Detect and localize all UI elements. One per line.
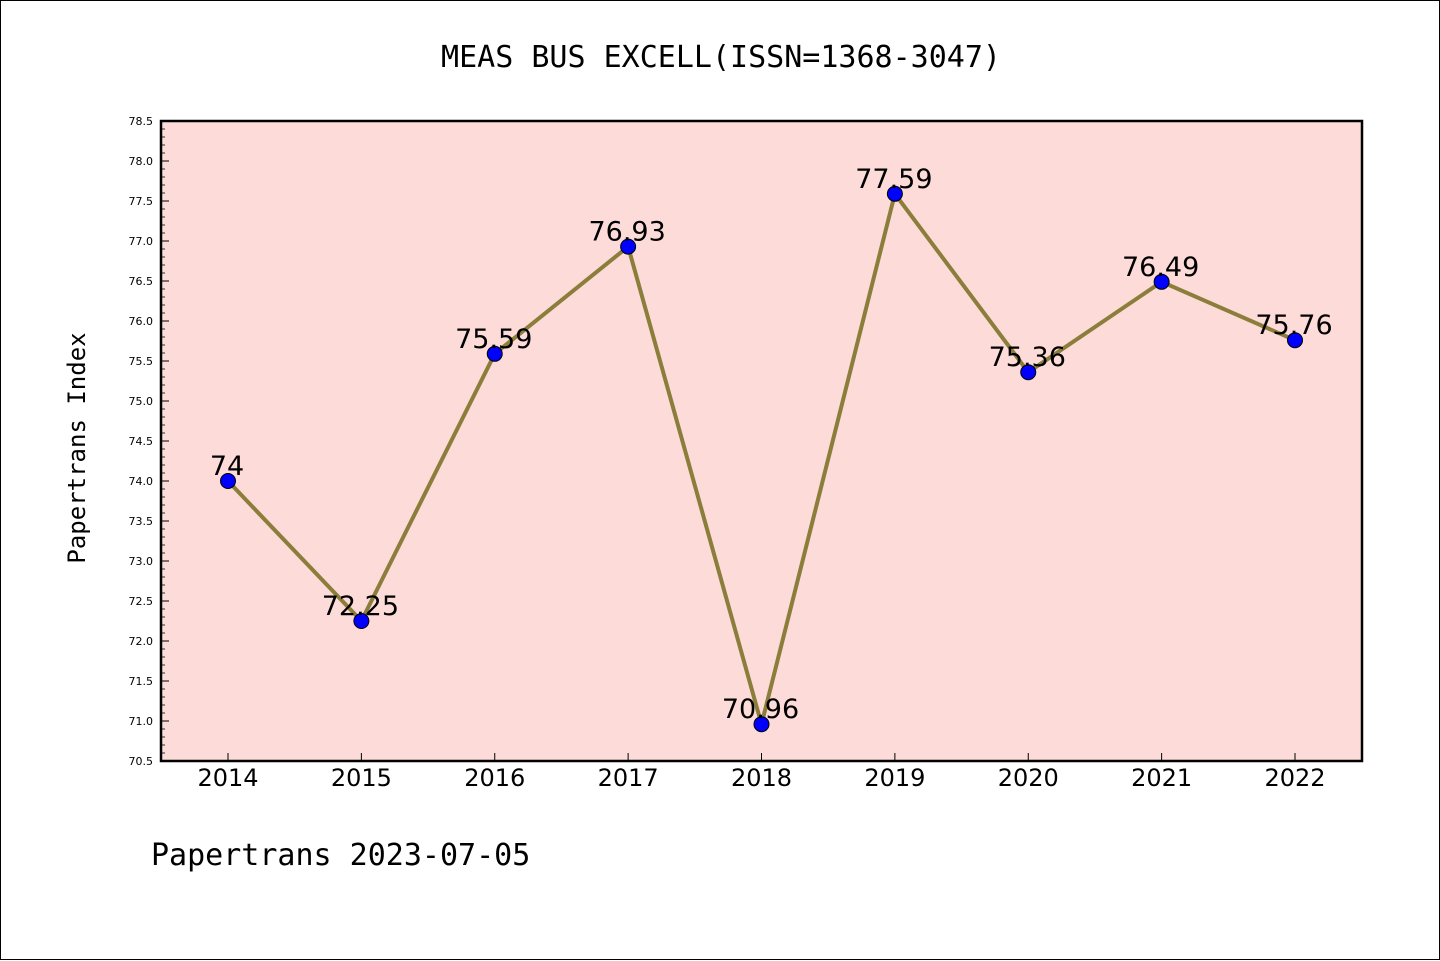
x-tick-label: 2019 (864, 764, 925, 792)
y-tick-label: 77.5 (129, 195, 154, 208)
plot-area (161, 121, 1362, 761)
x-tick-label: 2020 (998, 764, 1059, 792)
x-tick-label: 2016 (464, 764, 525, 792)
footer-note: Papertrans 2023-07-05 (151, 838, 530, 873)
y-tick-label: 75.0 (129, 395, 154, 408)
data-point (220, 473, 236, 489)
data-label: 75.59 (455, 324, 532, 355)
y-tick-label: 75.5 (129, 355, 154, 368)
data-label: 74 (210, 451, 244, 482)
y-axis-label: Papertrans Index (63, 332, 91, 563)
data-point (753, 716, 770, 733)
y-tick-label: 72.0 (129, 635, 154, 648)
y-tick-label: 78.0 (129, 155, 154, 168)
y-tick-label: 74.0 (129, 475, 154, 488)
x-axis: 2014 2015 2016 2017 2018 2019 2020 2021 2022 (197, 753, 1326, 792)
x-tick-label: 2017 (598, 764, 659, 792)
y-tick-label: 70.5 (129, 755, 154, 768)
data-point (1153, 273, 1170, 290)
data-series: 74 72.25 75.59 76.93 70.96 77.59 75.36 76.49 75.… (210, 164, 1333, 733)
y-tick-label: 76.0 (129, 315, 154, 328)
y-tick-label: 71.0 (129, 715, 154, 728)
data-point (620, 238, 637, 255)
y-tick-label: 73.5 (129, 515, 154, 528)
data-point (886, 185, 903, 202)
x-tick-label: 2018 (731, 764, 792, 792)
data-label: 70.96 (722, 694, 799, 725)
chart-title: MEAS BUS EXCELL(ISSN=1368-3047) (441, 40, 1001, 75)
y-tick-label: 77.0 (129, 235, 154, 248)
data-label: 75.76 (1255, 310, 1332, 341)
y-tick-label: 71.5 (129, 675, 154, 688)
data-label: 72.25 (322, 591, 399, 622)
x-tick-label: 2021 (1131, 764, 1192, 792)
x-tick-label: 2014 (197, 764, 258, 792)
data-point (1287, 332, 1303, 349)
data-point (353, 613, 370, 629)
y-tick-label: 72.5 (129, 595, 154, 608)
data-label: 77.59 (855, 164, 932, 195)
y-tick-label: 76.5 (129, 275, 154, 288)
data-point (486, 345, 503, 362)
data-point (1020, 364, 1037, 381)
data-label: 76.49 (1122, 252, 1199, 283)
data-label: 75.36 (989, 342, 1066, 373)
x-tick-label: 2022 (1264, 764, 1325, 792)
y-axis: 70.5 71.0 71.5 72.0 72.5 73.0 73.5 74.0 74.5 75.0… (129, 115, 169, 768)
data-label: 76.93 (588, 217, 665, 248)
x-tick-label: 2015 (331, 764, 392, 792)
y-tick-label: 74.5 (129, 435, 154, 448)
y-tick-label: 73.0 (129, 555, 154, 568)
plot-frame (159, 119, 1364, 763)
y-tick-label: 78.5 (129, 115, 154, 128)
